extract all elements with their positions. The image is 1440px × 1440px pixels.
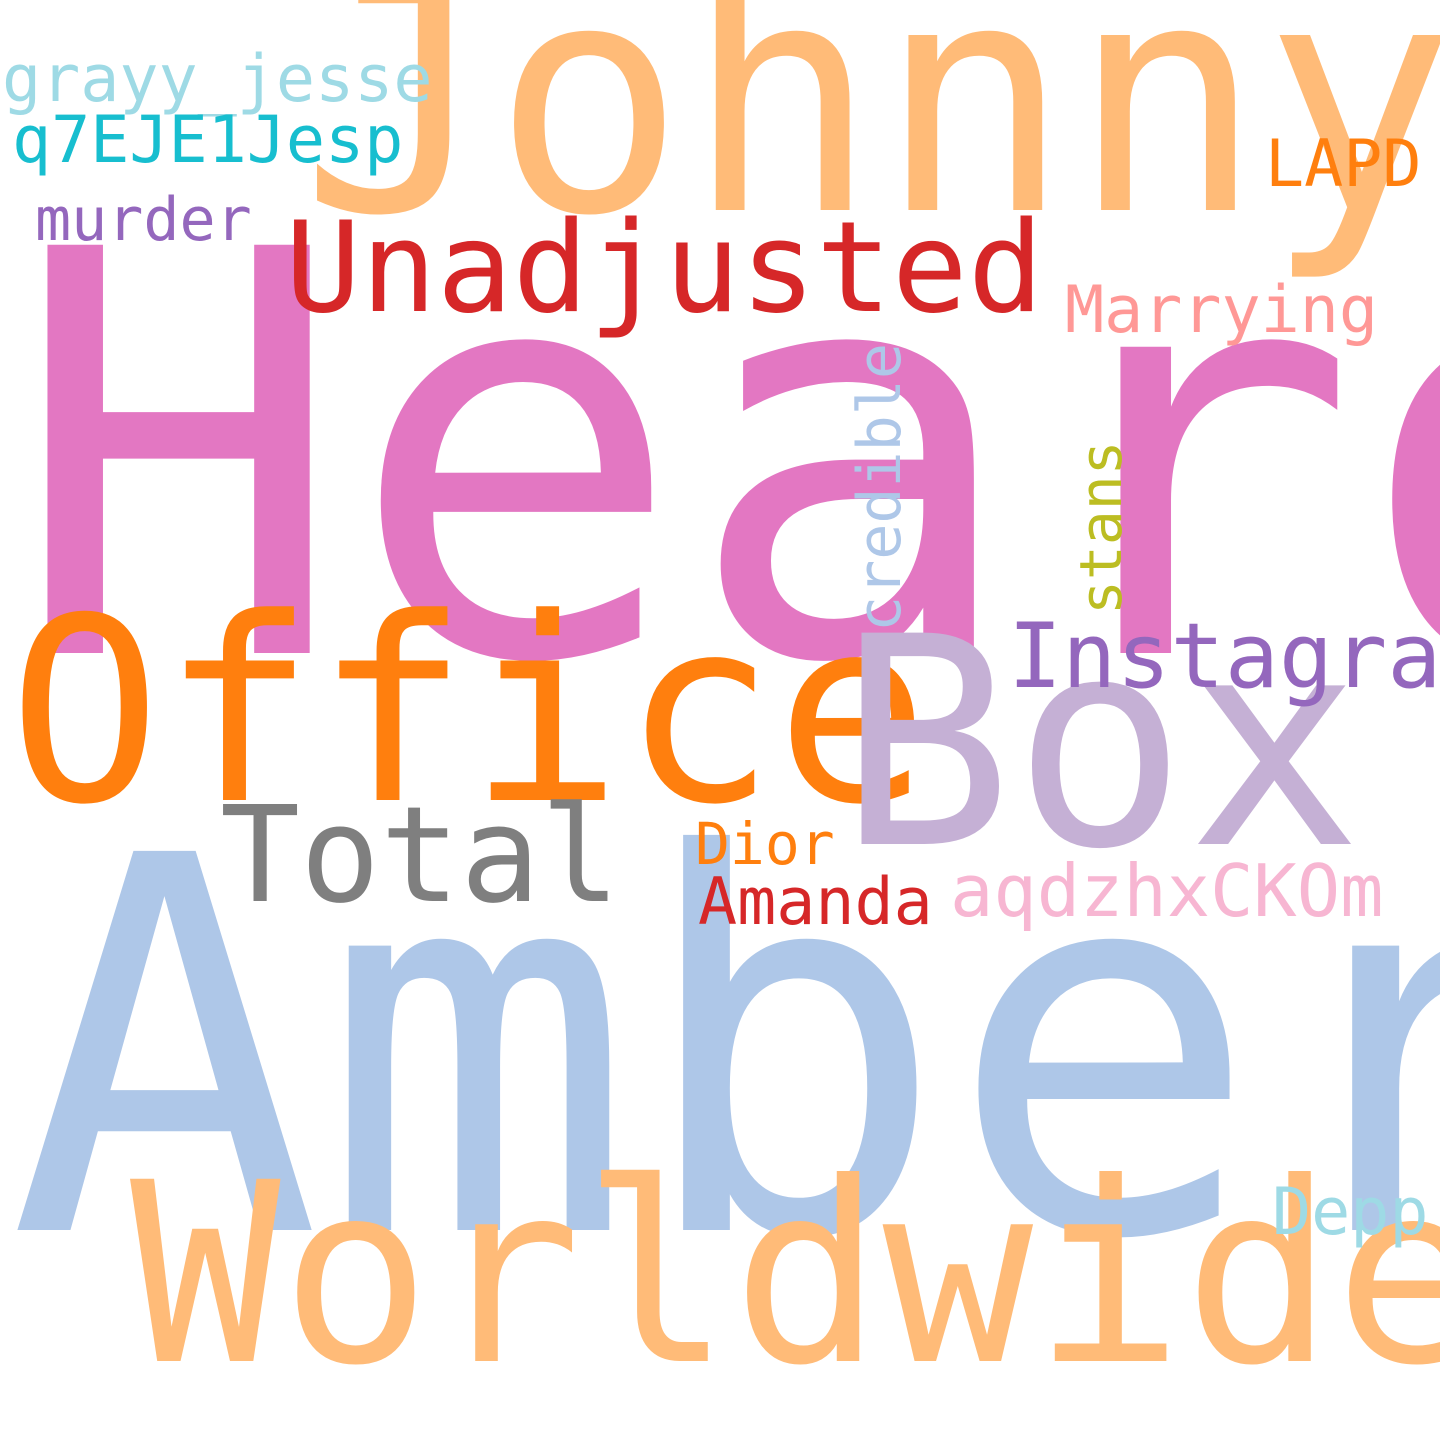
word-total: Total (220, 779, 621, 933)
word-grayy-jesse: grayy_jesse (2, 42, 433, 117)
word-credible: credible (845, 343, 915, 632)
word-depp: Depp (1272, 1175, 1429, 1250)
word-unadjusted: Unadjusted (285, 194, 1044, 341)
word-amanda: Amanda (698, 865, 933, 940)
word-marrying: Marrying (1065, 273, 1379, 348)
word-dior: Dior (695, 810, 835, 878)
word-amber: Amber (8, 747, 1440, 1353)
word-johnny: Johnny (300, 0, 1440, 286)
word-heard: Heard (10, 134, 1440, 786)
word-q7eje1jesp: q7EJE1Jesp (12, 103, 404, 178)
word-worldwide: Worldwide (130, 1129, 1440, 1420)
word-aqdzhxckom: aqdzhxCKOm (950, 849, 1384, 933)
word-stans: stans (1067, 440, 1135, 615)
word-office: Office (8, 564, 930, 861)
word-instagram: Instagram (1008, 604, 1440, 709)
word-murder: murder (35, 185, 252, 255)
word-box: Box (838, 576, 1362, 913)
word-lapd: LAPD (1265, 127, 1422, 202)
